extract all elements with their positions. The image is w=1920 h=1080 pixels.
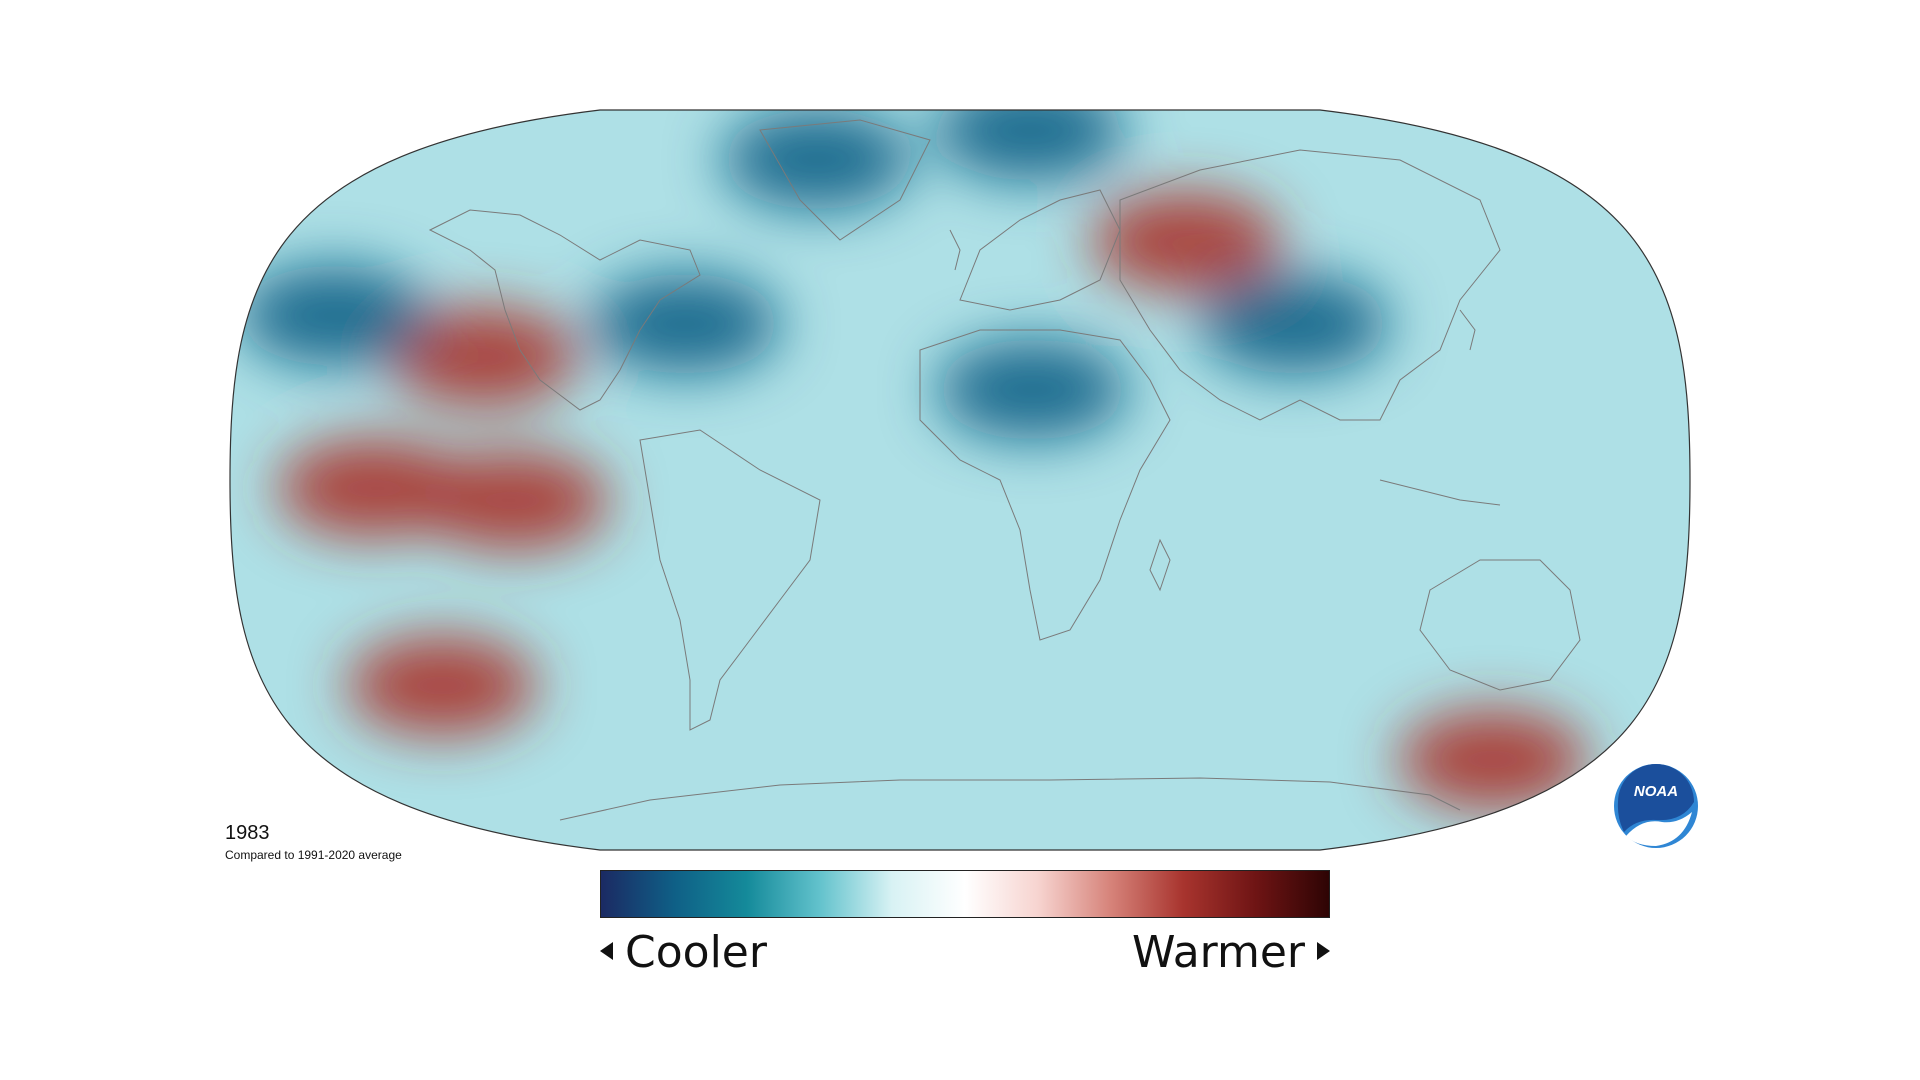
globe-outline	[229, 109, 1691, 851]
anomaly-greenland-cold	[722, 110, 913, 210]
australia-coast	[1419, 559, 1581, 691]
anomaly-north-atlantic-cold	[590, 273, 781, 374]
color-scale-bar	[600, 870, 1330, 918]
uk-coast	[949, 229, 961, 271]
anomaly-arctic-cold	[935, 110, 1126, 181]
anomaly-north-africa-cold	[937, 339, 1128, 440]
indonesia-coast	[1379, 479, 1501, 506]
anomaly-antarctic-warm	[1397, 709, 1588, 810]
japan-coast	[1459, 309, 1476, 351]
right-arrow-icon	[1317, 942, 1330, 960]
anomaly-eastern-pacific-warm	[419, 450, 610, 551]
seagull-icon	[1626, 812, 1692, 846]
anomaly-siberia-warm	[1091, 191, 1282, 292]
year-label: 1983	[225, 822, 270, 844]
south-america-coast	[639, 429, 821, 731]
cooler-label: Cooler	[625, 927, 767, 978]
anomaly-central-pacific-warm	[276, 438, 467, 539]
noaa-logo-text: NOAA	[1634, 783, 1678, 800]
asia-coast	[1119, 149, 1501, 421]
warmer-label: Warmer	[1132, 927, 1305, 978]
anomaly-north-pacific-cold	[238, 265, 429, 366]
baseline-label: Compared to 1991-2020 average	[225, 848, 402, 862]
anomaly-field	[230, 110, 1690, 850]
africa-coast	[919, 329, 1171, 641]
madagascar-coast	[1149, 538, 1171, 592]
greenland-coast	[759, 119, 931, 241]
anomaly-central-asia-cold	[1198, 273, 1389, 374]
anomaly-south-pacific-warm	[346, 635, 537, 736]
anomaly-alaska-coast-warm	[388, 306, 579, 407]
cooler-legend: Cooler	[600, 925, 767, 981]
noaa-logo: NOAA	[1614, 764, 1698, 848]
left-arrow-icon	[600, 942, 613, 960]
antarctica-coast	[559, 777, 1461, 821]
europe-coast	[959, 189, 1121, 311]
coastlines	[428, 119, 1581, 821]
warmer-legend: Warmer	[1132, 925, 1330, 981]
north-america-coast	[428, 209, 701, 411]
noaa-logo-top	[1617, 764, 1694, 832]
